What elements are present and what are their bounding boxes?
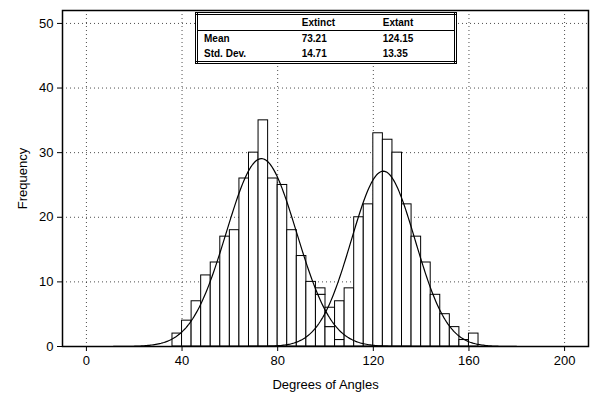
svg-text:10: 10: [39, 274, 53, 289]
html-text:124.15: 124.15: [382, 33, 414, 44]
html-text:13.35: 13.35: [382, 48, 408, 59]
svg-text:200: 200: [554, 353, 576, 368]
svg-text:30: 30: [39, 145, 53, 160]
html-text:14.71: 14.71: [301, 48, 327, 59]
svg-text:Degrees of Angles: Degrees of Angles: [272, 377, 379, 392]
html-text:Extant: Extant: [382, 17, 414, 28]
html-text:Extinct: Extinct: [301, 17, 336, 28]
svg-text:40: 40: [39, 80, 53, 95]
svg-text:40: 40: [175, 353, 189, 368]
svg-text:80: 80: [270, 353, 284, 368]
svg-text:160: 160: [458, 353, 480, 368]
svg-text:0: 0: [46, 339, 53, 354]
html-text:Mean: Mean: [204, 33, 230, 44]
html-text:Std. Dev.: Std. Dev.: [204, 48, 246, 59]
svg-text:50: 50: [39, 16, 53, 31]
svg-text:20: 20: [39, 209, 53, 224]
svg-text:Frequency: Frequency: [15, 147, 30, 209]
svg-text:120: 120: [362, 353, 384, 368]
svg-text:0: 0: [83, 353, 90, 368]
html-text:73.21: 73.21: [301, 33, 327, 44]
